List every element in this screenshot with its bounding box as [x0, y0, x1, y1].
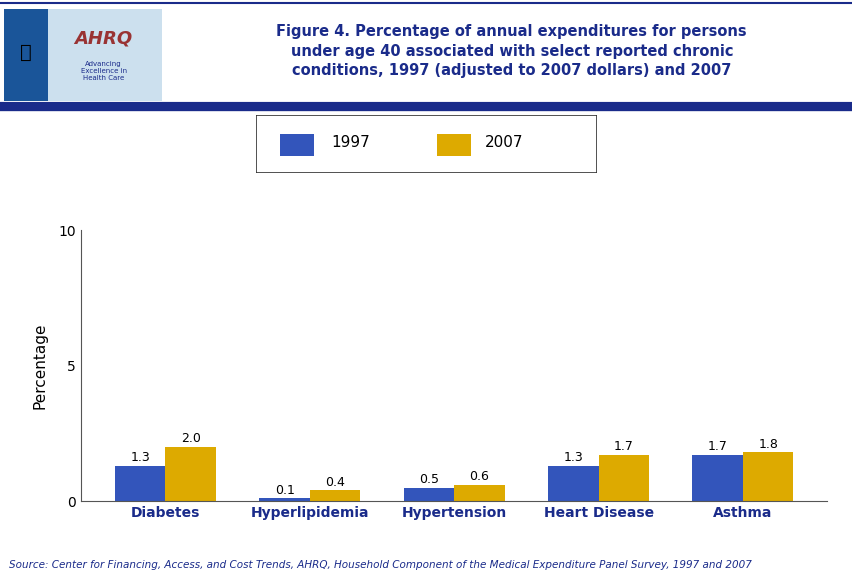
Text: 1997: 1997 — [331, 135, 369, 150]
Bar — [598, 455, 648, 501]
Text: AHRQ: AHRQ — [74, 29, 133, 47]
Text: 🦅: 🦅 — [20, 43, 32, 62]
Bar — [115, 466, 165, 501]
Text: Source: Center for Financing, Access, and Cost Trends, AHRQ, Household Component: Source: Center for Financing, Access, an… — [9, 560, 751, 570]
Text: 1.7: 1.7 — [707, 441, 727, 453]
Bar — [436, 134, 470, 156]
Text: 1.3: 1.3 — [130, 452, 150, 464]
Text: 1.7: 1.7 — [613, 441, 633, 453]
Text: Figure 4. Percentage of annual expenditures for persons
under age 40 associated : Figure 4. Percentage of annual expenditu… — [276, 24, 746, 78]
Text: 1.3: 1.3 — [563, 452, 583, 464]
Bar — [4, 9, 49, 101]
Bar — [309, 490, 360, 501]
Bar — [403, 487, 453, 501]
Text: 0.1: 0.1 — [274, 484, 294, 497]
Text: 0.4: 0.4 — [325, 476, 345, 488]
Bar — [165, 447, 216, 501]
Bar — [692, 455, 742, 501]
Bar — [548, 466, 598, 501]
Bar — [49, 9, 162, 101]
Y-axis label: Percentage: Percentage — [32, 323, 48, 409]
Text: 0.6: 0.6 — [469, 470, 489, 483]
Text: 2007: 2007 — [484, 135, 522, 150]
Bar — [259, 498, 309, 501]
Text: 1.8: 1.8 — [757, 438, 777, 451]
Text: Advancing
Excellence in
Health Care: Advancing Excellence in Health Care — [81, 61, 127, 81]
Text: 0.5: 0.5 — [418, 473, 439, 486]
Text: 2.0: 2.0 — [181, 433, 200, 445]
Bar — [453, 485, 504, 501]
FancyBboxPatch shape — [256, 115, 596, 173]
Bar — [279, 134, 314, 156]
Bar — [742, 452, 792, 501]
